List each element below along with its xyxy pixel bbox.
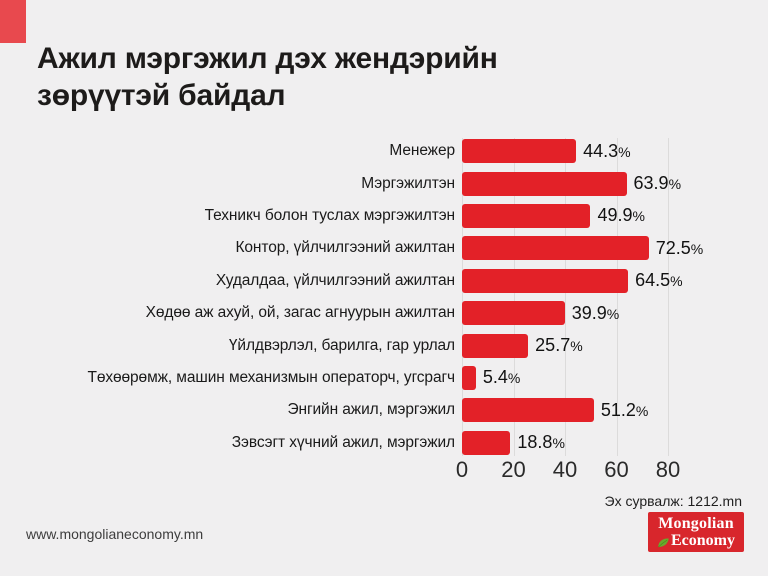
gridline — [616, 138, 618, 456]
logo-text-line1: Mongolian — [658, 515, 734, 532]
gridline — [513, 138, 515, 456]
chart-row: Хөдөө аж ахуй, ой, загас агнуурын ажилта… — [0, 297, 768, 329]
value-label: 44.3% — [583, 140, 631, 161]
bar — [462, 301, 565, 326]
category-label: Худалдаа, үйлчилгээний ажилтан — [215, 271, 455, 289]
category-label: Менежер — [389, 142, 455, 160]
gridline — [668, 138, 669, 456]
chart-row: Төхөөрөмж, машин механизмын операторч, у… — [0, 362, 768, 394]
logo-text-line2: Economy — [648, 532, 744, 549]
bar — [462, 139, 577, 164]
accent-square — [0, 0, 26, 43]
chart-row: Техникч болон туслах мэргэжилтэн 49.9% — [0, 200, 768, 232]
x-axis-tick-label: 0 — [455, 457, 469, 482]
value-label: 5.4% — [482, 367, 521, 388]
chart-row: Зэвсэгт хүчний ажил, мэргэжил 18.8% — [0, 427, 768, 459]
bar — [462, 171, 627, 196]
value-label: 63.9% — [633, 173, 682, 194]
bar — [462, 268, 629, 293]
x-axis-tick-label: 40 — [552, 457, 578, 482]
value-label: 25.7% — [535, 335, 583, 356]
chart-gridlines — [0, 135, 768, 485]
chart-row: Менежер 44.3% — [0, 135, 768, 167]
mongolian-economy-logo: Mongolian Economy — [648, 512, 744, 552]
x-axis-tick-label: 60 — [604, 457, 629, 482]
chart-row: Контор, үйлчилгээний ажилтан 72.5% — [0, 232, 768, 264]
gridline — [565, 138, 566, 456]
bar-chart: Менежер 44.3% Мэргэжилтэн 63.9% Техникч боло… — [0, 135, 768, 485]
category-label: Төхөөрөмж, машин механизмын операторч, у… — [87, 368, 455, 386]
bar — [462, 365, 476, 390]
category-label: Мэргэжилтэн — [361, 174, 455, 192]
leaf-icon — [657, 537, 670, 548]
value-label: 51.2% — [600, 399, 649, 420]
bar — [462, 236, 649, 261]
category-label: Энгийн ажил, мэргэжил — [287, 401, 455, 419]
website-url: www.mongolianeconomy.mn — [26, 526, 204, 542]
value-label: 72.5% — [655, 237, 704, 258]
value-label: 64.5% — [635, 270, 683, 291]
bar — [462, 430, 511, 455]
bar — [462, 203, 591, 228]
chart-row: Энгийн ажил, мэргэжил 51.2% — [0, 394, 768, 426]
x-axis-tick-label: 80 — [655, 457, 681, 482]
chart-row: Үйлдвэрлэл, барилга, гар урлал 25.7% — [0, 329, 768, 361]
category-label: Зэвсэгт хүчний ажил, мэргэжил — [231, 433, 455, 451]
bar — [462, 398, 594, 423]
source-attribution: Эх сурвалж: 1212.mn — [604, 493, 742, 509]
category-label: Контор, үйлчилгээний ажилтан — [235, 239, 455, 257]
logo-text-economy: Economy — [671, 532, 735, 549]
bar — [462, 333, 529, 358]
value-label: 49.9% — [597, 205, 645, 226]
category-label: Хөдөө аж ахуй, ой, загас агнуурын ажилта… — [145, 304, 455, 322]
value-label: 39.9% — [571, 302, 620, 323]
category-label: Техникч болон туслах мэргэжилтэн — [204, 206, 455, 224]
value-label: 18.8% — [517, 432, 565, 453]
category-label: Үйлдвэрлэл, барилга, гар урлал — [228, 336, 455, 354]
page-title: Ажил мэргэжил дэх жендэрийн зөрүүтэй бай… — [37, 42, 498, 112]
x-axis-tick-label: 20 — [501, 457, 526, 482]
chart-row: Мэргэжилтэн 63.9% — [0, 167, 768, 199]
chart-row: Худалдаа, үйлчилгээний ажилтан 64.5% — [0, 265, 768, 297]
chart-rows: Менежер 44.3% Мэргэжилтэн 63.9% Техникч боло… — [0, 135, 768, 459]
gridline — [462, 138, 463, 456]
